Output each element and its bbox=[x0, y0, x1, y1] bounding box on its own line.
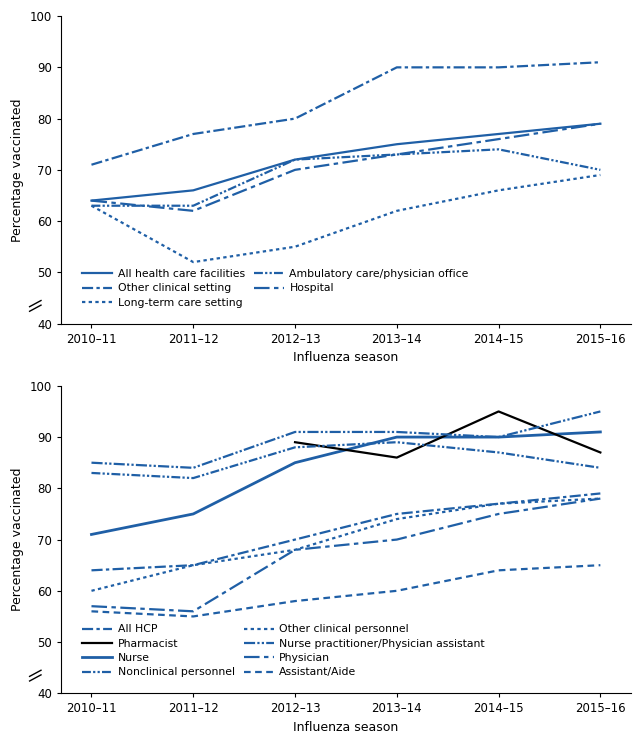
Line: All HCP: All HCP bbox=[91, 493, 600, 571]
All health care facilities bbox=[596, 119, 604, 128]
Line: Nonclinical personnel: Nonclinical personnel bbox=[91, 443, 600, 478]
Line: Other clinical personnel: Other clinical personnel bbox=[91, 498, 600, 591]
Physician bbox=[87, 602, 95, 611]
Other clinical personnel bbox=[189, 561, 197, 570]
Other clinical personnel bbox=[87, 586, 95, 595]
Nurse bbox=[189, 510, 197, 519]
All HCP bbox=[393, 510, 401, 519]
Pharmacist bbox=[291, 438, 299, 447]
Assistant/Aide bbox=[495, 566, 503, 575]
Nurse practitioner/Physician assistant bbox=[189, 463, 197, 472]
Long-term care setting bbox=[87, 201, 95, 210]
Legend: All HCP, Pharmacist, Nurse, Nonclinical personnel, Other clinical personnel, Nur: All HCP, Pharmacist, Nurse, Nonclinical … bbox=[78, 620, 489, 682]
Y-axis label: Percentage vaccinated: Percentage vaccinated bbox=[11, 468, 24, 612]
Legend: All health care facilities, Other clinical setting, Long-term care setting, Ambu: All health care facilities, Other clinic… bbox=[78, 264, 473, 312]
Physician bbox=[189, 607, 197, 616]
Line: Hospital: Hospital bbox=[91, 124, 600, 211]
Ambulatory care/physician office bbox=[596, 165, 604, 174]
All HCP bbox=[495, 499, 503, 508]
Physician bbox=[596, 494, 604, 503]
Assistant/Aide bbox=[393, 586, 401, 595]
All health care facilities bbox=[189, 186, 197, 194]
Pharmacist bbox=[596, 448, 604, 457]
Nurse practitioner/Physician assistant bbox=[291, 428, 299, 437]
Other clinical personnel bbox=[291, 545, 299, 554]
Other clinical setting bbox=[596, 58, 604, 67]
Physician bbox=[393, 535, 401, 544]
Nonclinical personnel bbox=[393, 438, 401, 447]
Ambulatory care/physician office bbox=[291, 155, 299, 164]
Ambulatory care/physician office bbox=[87, 201, 95, 210]
Hospital bbox=[291, 165, 299, 174]
All health care facilities bbox=[291, 155, 299, 164]
Line: Pharmacist: Pharmacist bbox=[295, 411, 600, 457]
Line: Other clinical setting: Other clinical setting bbox=[91, 63, 600, 165]
Line: Long-term care setting: Long-term care setting bbox=[91, 175, 600, 262]
Other clinical personnel bbox=[596, 494, 604, 503]
All health care facilities bbox=[393, 140, 401, 149]
Nurse bbox=[87, 530, 95, 539]
Line: Ambulatory care/physician office: Ambulatory care/physician office bbox=[91, 149, 600, 206]
Long-term care setting bbox=[596, 171, 604, 180]
Other clinical personnel bbox=[495, 499, 503, 508]
All health care facilities bbox=[87, 196, 95, 205]
Nurse bbox=[596, 428, 604, 437]
Other clinical personnel bbox=[393, 515, 401, 524]
Line: Nurse practitioner/Physician assistant: Nurse practitioner/Physician assistant bbox=[91, 411, 600, 468]
Nurse bbox=[393, 433, 401, 442]
Nurse practitioner/Physician assistant bbox=[87, 458, 95, 467]
Line: Nurse: Nurse bbox=[91, 432, 600, 534]
X-axis label: Influenza season: Influenza season bbox=[293, 721, 399, 734]
Long-term care setting bbox=[495, 186, 503, 194]
Ambulatory care/physician office bbox=[495, 145, 503, 153]
Hospital bbox=[87, 196, 95, 205]
Pharmacist bbox=[393, 453, 401, 462]
Physician bbox=[495, 510, 503, 519]
Other clinical setting bbox=[189, 130, 197, 139]
Assistant/Aide bbox=[291, 597, 299, 606]
Nonclinical personnel bbox=[189, 474, 197, 483]
Hospital bbox=[189, 206, 197, 215]
Nonclinical personnel bbox=[87, 469, 95, 478]
Nurse practitioner/Physician assistant bbox=[596, 407, 604, 416]
Nonclinical personnel bbox=[495, 448, 503, 457]
Long-term care setting bbox=[291, 242, 299, 251]
Assistant/Aide bbox=[189, 612, 197, 621]
Nurse practitioner/Physician assistant bbox=[393, 428, 401, 437]
Nurse bbox=[495, 433, 503, 442]
Other clinical setting bbox=[87, 160, 95, 169]
X-axis label: Influenza season: Influenza season bbox=[293, 351, 399, 364]
Y-axis label: Percentage vaccinated: Percentage vaccinated bbox=[11, 98, 24, 241]
Line: All health care facilities: All health care facilities bbox=[91, 124, 600, 200]
Ambulatory care/physician office bbox=[189, 201, 197, 210]
All health care facilities bbox=[495, 130, 503, 139]
Hospital bbox=[495, 135, 503, 144]
Line: Assistant/Aide: Assistant/Aide bbox=[91, 565, 600, 616]
All HCP bbox=[87, 566, 95, 575]
Physician bbox=[291, 545, 299, 554]
Line: Physician: Physician bbox=[91, 498, 600, 612]
Ambulatory care/physician office bbox=[393, 150, 401, 159]
Pharmacist bbox=[495, 407, 503, 416]
Hospital bbox=[393, 150, 401, 159]
Assistant/Aide bbox=[87, 607, 95, 616]
All HCP bbox=[596, 489, 604, 498]
Nurse practitioner/Physician assistant bbox=[495, 433, 503, 442]
All HCP bbox=[189, 561, 197, 570]
Other clinical setting bbox=[495, 63, 503, 72]
All HCP bbox=[291, 535, 299, 544]
Long-term care setting bbox=[393, 206, 401, 215]
Nonclinical personnel bbox=[291, 443, 299, 451]
Other clinical setting bbox=[291, 114, 299, 123]
Other clinical setting bbox=[393, 63, 401, 72]
Nonclinical personnel bbox=[596, 463, 604, 472]
Hospital bbox=[596, 119, 604, 128]
Assistant/Aide bbox=[596, 561, 604, 570]
Long-term care setting bbox=[189, 258, 197, 267]
Nurse bbox=[291, 458, 299, 467]
